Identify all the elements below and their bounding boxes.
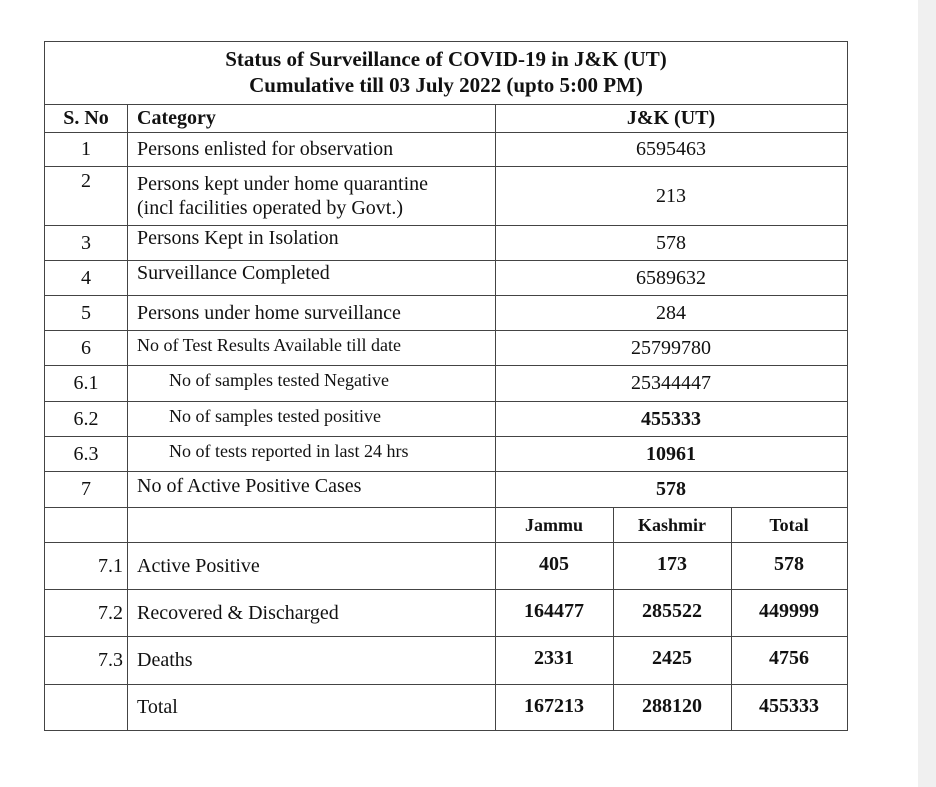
total-row-jammu: 167213 (524, 695, 584, 717)
row-2-category-line-1: Persons kept under home quarantine (137, 172, 429, 195)
page-edge-strip (918, 0, 936, 787)
split-row-7-2-sno: 7.2 (98, 601, 123, 624)
row-2-value: 213 (656, 184, 686, 207)
row-3-sno: 3 (81, 231, 91, 254)
row-7-category: No of Active Positive Cases (137, 475, 362, 497)
surveillance-table: Status of Surveillance of COVID-19 in J&… (44, 41, 848, 731)
row-6-1-value: 25344447 (631, 372, 711, 394)
split-row-7-2-kashmir: 285522 (642, 600, 702, 622)
split-header-total: Total (769, 514, 809, 535)
row-7-sno: 7 (81, 478, 91, 500)
split-row-7-2-category: Recovered & Discharged (137, 601, 339, 624)
split-row-7-3-total: 4756 (769, 647, 809, 669)
row-6-value: 25799780 (631, 336, 711, 359)
split-header-jammu: Jammu (525, 514, 583, 535)
split-row-7-3-category: Deaths (137, 649, 193, 671)
total-row-label: Total (137, 696, 178, 718)
total-row-sno (45, 684, 127, 730)
title-line-1: Status of Surveillance of COVID-19 in J&… (225, 47, 667, 71)
row-4-category: Surveillance Completed (137, 262, 330, 284)
row-6-1-sno: 6.1 (73, 372, 99, 394)
split-row-7-1-kashmir: 173 (657, 553, 687, 575)
row-6-2-category: No of samples tested positive (169, 406, 381, 426)
row-2-category-line-2: (incl facilities operated by Govt.) (137, 196, 404, 219)
row-4-value: 6589632 (636, 266, 706, 289)
split-row-7-3-kashmir: 2425 (652, 647, 692, 669)
row-4-sno: 4 (81, 266, 91, 289)
row-6-1-category: No of samples tested Negative (169, 370, 389, 390)
row-6-2-value: 455333 (641, 407, 701, 430)
row-3-category: Persons Kept in Isolation (137, 227, 339, 249)
split-header-kashmir: Kashmir (637, 514, 706, 535)
split-row-7-2-jammu: 164477 (524, 600, 584, 622)
split-row-7-3-jammu: 2331 (534, 647, 574, 669)
row-2-category: Persons kept under home quarantine (incl… (127, 166, 495, 225)
row-6-3-sno: 6.3 (73, 442, 99, 465)
row-2-sno: 2 (81, 170, 91, 192)
row-6-category: No of Test Results Available till date (137, 335, 402, 355)
split-row-7-1-jammu: 405 (539, 553, 569, 575)
row-1-sno: 1 (81, 138, 91, 160)
header-category: Category (137, 107, 216, 129)
row-3-value: 578 (656, 231, 686, 254)
table-title: Status of Surveillance of COVID-19 in J&… (45, 42, 847, 104)
split-row-7-1-sno: 7.1 (98, 554, 123, 577)
split-row-7-1-total: 578 (774, 553, 804, 575)
title-line-2: Cumulative till 03 July 2022 (upto 5:00 … (249, 73, 643, 97)
split-row-7-3-sno: 7.3 (98, 649, 123, 671)
row-5-category: Persons under home surveillance (137, 301, 401, 324)
row-6-3-category: No of tests reported in last 24 hrs (169, 441, 409, 461)
header-sno: S. No (63, 107, 109, 129)
row-6-3-value: 10961 (646, 442, 696, 465)
row-6-sno: 6 (81, 336, 91, 359)
split-row-7-2-total: 449999 (759, 600, 819, 622)
row-5-value: 284 (656, 301, 686, 324)
row-1-value: 6595463 (636, 138, 706, 160)
row-5-sno: 5 (81, 301, 91, 324)
header-jk-ut: J&K (UT) (626, 107, 716, 129)
split-row-7-1-category: Active Positive (137, 554, 260, 577)
total-row-kashmir: 288120 (642, 695, 702, 717)
row-6-2-sno: 6.2 (73, 407, 99, 430)
total-row-total: 455333 (759, 695, 819, 717)
row-7-value: 578 (656, 478, 686, 500)
row-1-category: Persons enlisted for observation (137, 138, 394, 160)
